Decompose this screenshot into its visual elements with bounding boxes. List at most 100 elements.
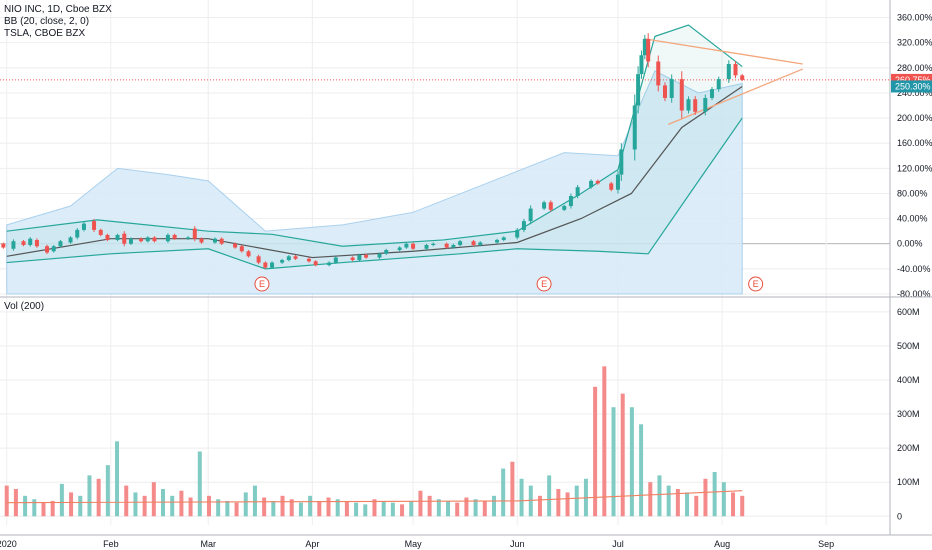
- candle-body[interactable]: [233, 243, 238, 248]
- candle-body[interactable]: [364, 255, 369, 258]
- volume-bar[interactable]: [289, 499, 294, 517]
- candle-body[interactable]: [165, 234, 170, 242]
- candle-body[interactable]: [703, 97, 708, 112]
- candle-body[interactable]: [733, 64, 738, 76]
- candle-body[interactable]: [313, 261, 318, 266]
- candle-body[interactable]: [192, 228, 197, 239]
- candle-body[interactable]: [122, 233, 127, 244]
- volume-bar[interactable]: [381, 500, 386, 517]
- volume-bar[interactable]: [170, 495, 175, 517]
- candle-body[interactable]: [350, 257, 355, 261]
- volume-bar[interactable]: [308, 495, 313, 517]
- candle-body[interactable]: [424, 244, 429, 249]
- candle-body[interactable]: [58, 241, 63, 247]
- volume-bar[interactable]: [455, 502, 460, 517]
- candle-body[interactable]: [45, 246, 50, 253]
- candle-body[interactable]: [710, 89, 714, 98]
- candle-body[interactable]: [595, 180, 600, 184]
- volume-bar[interactable]: [243, 492, 248, 517]
- volume-bar[interactable]: [556, 489, 561, 517]
- candle-body[interactable]: [51, 246, 56, 252]
- candle-body[interactable]: [21, 241, 26, 245]
- candle-body[interactable]: [662, 85, 667, 98]
- candle-body[interactable]: [199, 238, 204, 243]
- candle-body[interactable]: [397, 247, 402, 251]
- candle-body[interactable]: [431, 243, 436, 245]
- volume-bar[interactable]: [133, 492, 138, 517]
- volume-bar[interactable]: [105, 465, 110, 517]
- volume-bar[interactable]: [482, 500, 487, 517]
- candle-body[interactable]: [693, 99, 698, 112]
- volume-bar[interactable]: [666, 485, 671, 517]
- volume-bar[interactable]: [510, 461, 515, 517]
- candle-body[interactable]: [471, 241, 476, 245]
- earnings-marker[interactable]: [536, 276, 552, 292]
- candle-body[interactable]: [458, 241, 463, 245]
- volume-bar[interactable]: [142, 495, 147, 517]
- volume-bar[interactable]: [400, 504, 405, 517]
- candle-body[interactable]: [68, 237, 73, 243]
- volume-bar[interactable]: [59, 483, 64, 517]
- volume-bar[interactable]: [115, 441, 120, 517]
- candle-body[interactable]: [152, 237, 157, 242]
- candle-body[interactable]: [98, 229, 103, 235]
- volume-bar[interactable]: [639, 424, 644, 517]
- volume-bar[interactable]: [694, 495, 699, 517]
- volume-bar[interactable]: [409, 500, 414, 517]
- volume-bar[interactable]: [335, 499, 340, 517]
- candle-body[interactable]: [333, 257, 338, 263]
- volume-bar[interactable]: [50, 500, 55, 517]
- candle-body[interactable]: [646, 38, 651, 62]
- volume-bar[interactable]: [620, 393, 625, 517]
- candle-body[interactable]: [75, 229, 80, 238]
- volume-bar[interactable]: [602, 366, 607, 517]
- candle-body[interactable]: [246, 251, 251, 257]
- candle-body[interactable]: [92, 221, 97, 230]
- candle-body[interactable]: [286, 256, 291, 261]
- volume-bar[interactable]: [593, 386, 598, 517]
- candle-body[interactable]: [270, 262, 275, 268]
- earnings-marker[interactable]: [748, 276, 764, 292]
- volume-bar[interactable]: [519, 478, 524, 517]
- candle-body[interactable]: [740, 75, 745, 80]
- volume-bar[interactable]: [271, 500, 276, 517]
- volume-bar[interactable]: [629, 407, 634, 517]
- volume-bar[interactable]: [280, 495, 285, 517]
- volume-bar[interactable]: [446, 500, 451, 517]
- volume-bar[interactable]: [528, 485, 533, 517]
- candle-body[interactable]: [293, 256, 298, 259]
- volume-bar[interactable]: [4, 485, 9, 517]
- candle-body[interactable]: [404, 243, 409, 248]
- candle-body[interactable]: [656, 61, 661, 86]
- volume-bar[interactable]: [712, 471, 717, 517]
- volume-bar[interactable]: [41, 502, 46, 517]
- volume-bar[interactable]: [491, 495, 496, 517]
- candle-body[interactable]: [632, 105, 637, 150]
- candle-body[interactable]: [256, 256, 261, 263]
- candle-body[interactable]: [186, 237, 191, 239]
- volume-bar[interactable]: [96, 478, 101, 517]
- volume-bar[interactable]: [547, 475, 552, 517]
- volume-bar[interactable]: [363, 504, 368, 517]
- volume-bar[interactable]: [151, 482, 156, 517]
- candle-body[interactable]: [548, 202, 553, 210]
- candle-body[interactable]: [357, 255, 362, 261]
- candle-body[interactable]: [115, 234, 120, 240]
- candle-body[interactable]: [128, 238, 133, 244]
- candle-body[interactable]: [528, 208, 533, 222]
- volume-bar[interactable]: [418, 490, 423, 517]
- candle-body[interactable]: [81, 223, 86, 230]
- trendline-upper[interactable]: [644, 38, 803, 65]
- volume-bar-layer[interactable]: [4, 366, 745, 517]
- volume-bar[interactable]: [78, 495, 83, 517]
- candle-body[interactable]: [34, 239, 39, 247]
- volume-bar[interactable]: [354, 502, 359, 517]
- volume-bar[interactable]: [188, 497, 193, 517]
- candle-body[interactable]: [686, 99, 691, 111]
- candle-body[interactable]: [11, 241, 16, 249]
- candle-body[interactable]: [575, 187, 580, 196]
- volume-bar[interactable]: [124, 485, 129, 517]
- volume-bar[interactable]: [234, 502, 239, 517]
- candle-body[interactable]: [263, 262, 268, 268]
- volume-bar[interactable]: [436, 499, 441, 517]
